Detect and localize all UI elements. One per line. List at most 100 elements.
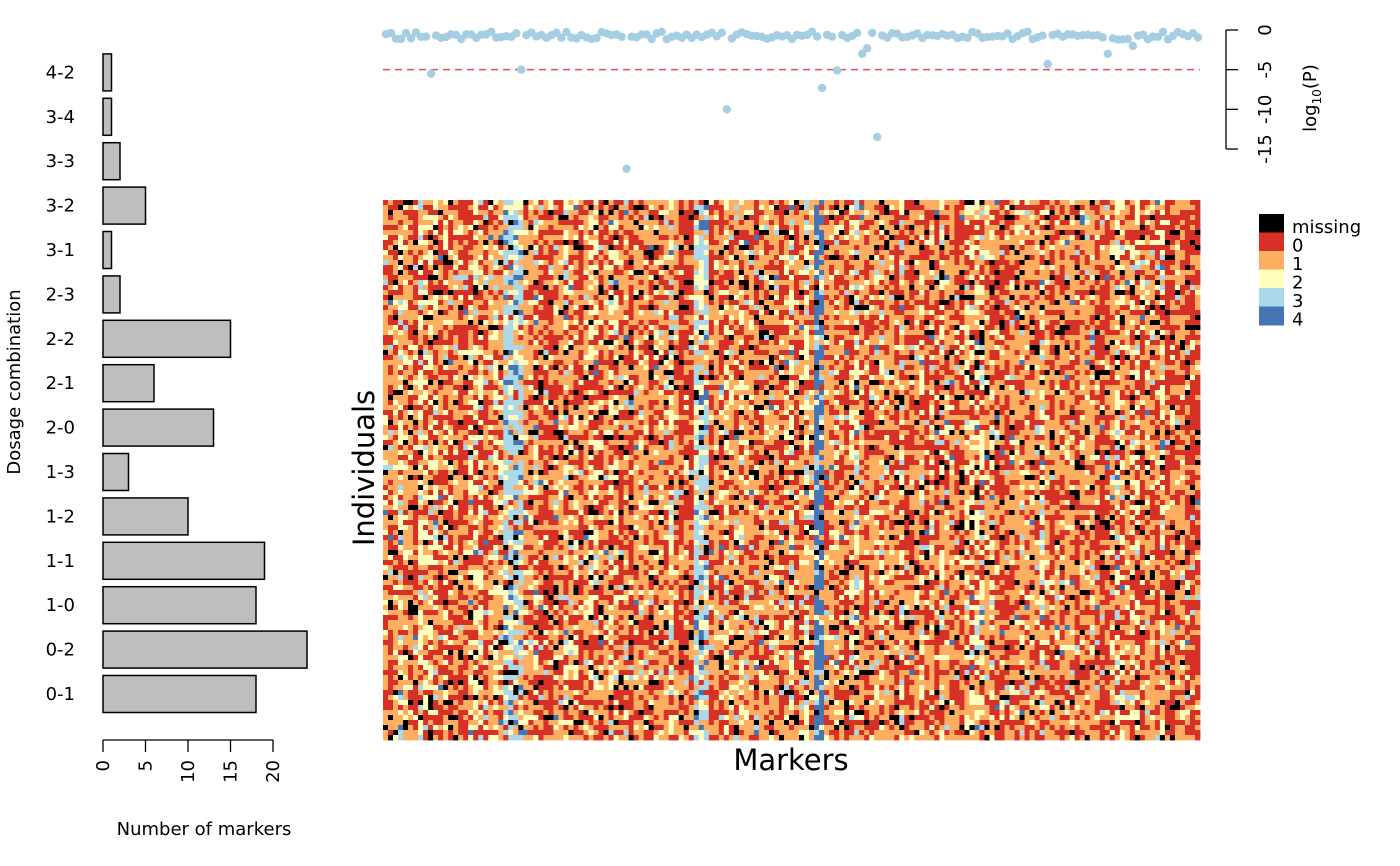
heatmap-cell [388, 290, 393, 295]
heatmap-cell [448, 485, 453, 490]
heatmap-cell [599, 555, 604, 560]
heatmap-cell [583, 315, 588, 320]
heatmap-cell [398, 625, 403, 630]
heatmap-cell [498, 680, 503, 685]
heatmap-cell [443, 560, 448, 565]
bar-1-2 [103, 498, 188, 535]
heatmap-cell [558, 205, 563, 210]
heatmap-cell [503, 530, 508, 535]
heatmap-cell [563, 445, 568, 450]
heatmap-cell [498, 675, 503, 680]
heatmap-cell [594, 290, 599, 295]
heatmap-cell [408, 430, 413, 435]
heatmap-cell [403, 270, 408, 275]
heatmap-cell [518, 455, 523, 460]
heatmap-cell [388, 350, 393, 355]
heatmap-cell [458, 450, 463, 455]
heatmap-cell [463, 690, 468, 695]
heatmap-cell [578, 335, 583, 340]
heatmap-cell [448, 455, 453, 460]
heatmap-cell [498, 655, 503, 660]
heatmap-cell [473, 650, 478, 655]
heatmap-cell [388, 640, 393, 645]
heatmap-cell [468, 560, 473, 565]
heatmap-cell [594, 620, 599, 625]
heatmap-cell [463, 565, 468, 570]
heatmap-cell [543, 250, 548, 255]
heatmap-cell [388, 320, 393, 325]
heatmap-cell [503, 725, 508, 730]
heatmap-cell [493, 385, 498, 390]
heatmap-cell [383, 510, 388, 515]
heatmap-cell [599, 465, 604, 470]
heatmap-cell [483, 565, 488, 570]
heatmap-cell [398, 420, 403, 425]
heatmap-cell [513, 210, 518, 215]
heatmap-cell [448, 605, 453, 610]
heatmap-cell [599, 275, 604, 280]
heatmap-cell [558, 390, 563, 395]
bar-3-4 [103, 98, 112, 135]
heatmap-cell [403, 410, 408, 415]
heatmap-cell [388, 280, 393, 285]
heatmap-cell [513, 735, 518, 740]
heatmap-cell [443, 510, 448, 515]
heatmap-cell [418, 525, 423, 530]
heatmap-cell [563, 550, 568, 555]
heatmap-cell [473, 250, 478, 255]
heatmap-cell [518, 370, 523, 375]
heatmap-cell [528, 260, 533, 265]
heatmap-cell [503, 550, 508, 555]
heatmap-cell [443, 205, 448, 210]
heatmap-cell [483, 560, 488, 565]
heatmap-cell [418, 730, 423, 735]
heatmap-cell [528, 675, 533, 680]
heatmap-cell [443, 305, 448, 310]
heatmap-cell [393, 435, 398, 440]
heatmap-cell [403, 505, 408, 510]
heatmap-cell [423, 585, 428, 590]
heatmap-cell [488, 705, 493, 710]
heatmap-cell [413, 500, 418, 505]
heatmap-cell [448, 680, 453, 685]
heatmap-cell [463, 350, 468, 355]
heatmap-cell [403, 605, 408, 610]
heatmap-cell [563, 600, 568, 605]
heatmap-cell [423, 690, 428, 695]
heatmap-cell [433, 415, 438, 420]
heatmap-cell [528, 725, 533, 730]
heatmap-cell [443, 680, 448, 685]
heatmap-cell [538, 525, 543, 530]
heatmap-cell [558, 295, 563, 300]
heatmap-cell [508, 300, 513, 305]
heatmap-cell [398, 525, 403, 530]
heatmap-cell [538, 305, 543, 310]
heatmap-cell [418, 440, 423, 445]
heatmap-cell [383, 455, 388, 460]
heatmap-cell [553, 650, 558, 655]
heatmap-cell [418, 430, 423, 435]
pvalue-point [622, 165, 630, 173]
heatmap-cell [398, 290, 403, 295]
heatmap-cell [583, 270, 588, 275]
heatmap-cell [553, 475, 558, 480]
heatmap-cell [538, 320, 543, 325]
heatmap-cell [599, 320, 604, 325]
heatmap-cell [478, 350, 483, 355]
heatmap-cell [493, 710, 498, 715]
heatmap-cell [423, 340, 428, 345]
heatmap-cell [493, 515, 498, 520]
heatmap-cell [583, 380, 588, 385]
heatmap-cell [463, 255, 468, 260]
heatmap-cell [563, 370, 568, 375]
heatmap-cell [498, 395, 503, 400]
heatmap-cell [393, 285, 398, 290]
heatmap-cell [594, 550, 599, 555]
heatmap-cell [599, 325, 604, 330]
heatmap-cell [604, 210, 609, 215]
heatmap-cell [468, 290, 473, 295]
heatmap-cell [523, 630, 528, 635]
heatmap-cell [393, 295, 398, 300]
heatmap-cell [538, 560, 543, 565]
heatmap-cell [473, 695, 478, 700]
